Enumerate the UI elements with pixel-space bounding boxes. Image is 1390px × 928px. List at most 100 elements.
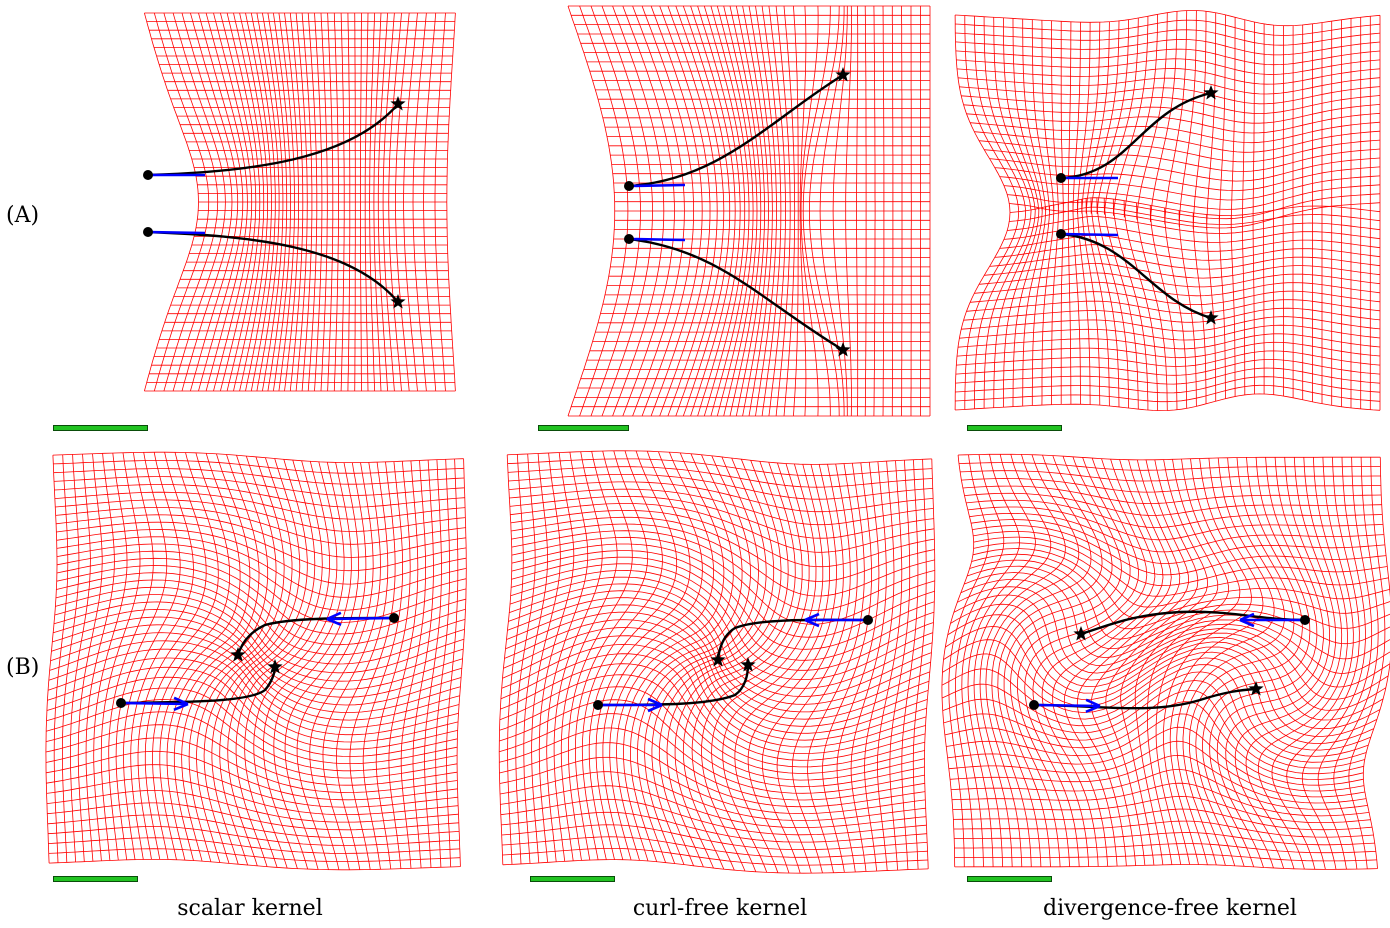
grid-line-vertical [524,454,548,864]
grid-line-horizontal [46,725,457,786]
grid-line-horizontal [56,515,466,558]
grid-line-vertical [274,462,352,869]
grid-line-horizontal [951,770,1368,810]
grid-line-vertical [447,13,456,391]
row-label-a: (A) [6,203,39,228]
grid-line-vertical [1263,24,1264,394]
grid-line-vertical [78,454,102,862]
grid-line-horizontal [510,496,934,538]
scale-bar-b1 [53,876,138,882]
deformation-grid [942,454,1390,869]
grid-line-horizontal [51,633,460,721]
panel-a-curl-free [568,6,930,416]
grid-line-vertical [723,464,823,872]
grid-line-horizontal [55,500,465,532]
grid-line-vertical [1363,457,1390,868]
end-point-star-icon [1203,85,1218,100]
column-label-scalar: scalar kernel [120,896,380,921]
grid-line-vertical [949,455,989,867]
grid-line-vertical [980,454,1065,866]
grid-line-horizontal [961,580,1390,688]
start-point-dot-icon [143,227,153,237]
start-point-dot-icon [116,698,126,708]
start-point-dot-icon [389,613,399,623]
grid-line-vertical [1231,17,1235,396]
column-label-divergence-free: divergence-free kernel [1010,896,1330,921]
grid-line-vertical [1003,18,1039,407]
grid-line-vertical [1207,13,1216,401]
grid-line-horizontal [974,537,1389,596]
panel-b-scalar [46,452,466,870]
grid-line-horizontal [959,463,1380,471]
grid-line-vertical [712,464,816,872]
deformation-grid [46,452,466,870]
grid-line-vertical [968,454,1035,867]
grid-line-vertical [998,456,1102,867]
grid-line-vertical [1219,15,1225,399]
start-point-dot-icon [1300,615,1310,625]
start-point-dot-icon [1056,229,1066,239]
grid-line-horizontal [505,620,928,734]
grid-line-horizontal [954,833,1375,845]
grid-line-vertical [1156,459,1240,865]
grid-line-vertical [568,451,632,860]
momentum-arrow [629,185,685,186]
momentum-arrow [121,703,188,704]
grid-line-vertical [955,15,1010,410]
grid-line-vertical [131,452,194,859]
grid-line-vertical [457,459,466,867]
grid-line-horizontal [46,751,458,800]
momentum-arrow [148,232,205,233]
grid-line-vertical [1203,457,1310,866]
grid-line-horizontal [956,49,1380,65]
grid-line-vertical [401,460,425,868]
grid-line-vertical [1150,11,1177,410]
grid-line-horizontal [956,59,1380,75]
deformation-grid [144,13,455,391]
grid-line-vertical [109,453,154,861]
start-point-dot-icon [863,615,873,625]
grid-line-horizontal [512,551,935,650]
grid-line-horizontal [960,471,1381,481]
grid-line-vertical [1258,457,1347,869]
grid-line-vertical [124,452,181,859]
grid-line-vertical [1052,21,1059,405]
grid-line-vertical [568,6,615,416]
momentum-arrow [1034,705,1100,706]
start-point-dot-icon [143,170,153,180]
grid-line-horizontal [958,334,1380,349]
grid-line-vertical [1077,22,1090,404]
grid-line-vertical [1113,16,1148,410]
grid-line-vertical [1246,457,1342,869]
grid-line-horizontal [1004,185,1380,210]
grid-line-vertical [547,452,588,862]
grid-line-vertical [389,461,418,869]
grid-line-horizontal [956,351,1380,367]
grid-line-vertical [153,453,230,860]
grid-line-horizontal [1009,207,1380,224]
panel-a-divergence-free [955,11,1380,411]
grid-line-vertical [1073,22,1081,404]
start-point-dot-icon [624,234,634,244]
start-point-dot-icon [624,181,634,191]
grid-line-vertical [182,455,268,861]
start-point-dot-icon [593,700,603,710]
grid-line-horizontal [57,537,467,598]
grid-line-horizontal [957,342,1380,357]
grid-line-vertical [683,462,795,869]
momentum-arrow [327,618,394,619]
momentum-arrow [629,239,685,240]
grid-line-vertical [323,462,380,869]
grid-line-horizontal [509,584,931,697]
grid-line-vertical [1124,14,1158,410]
grid-line-horizontal [955,854,1377,861]
grid-line-horizontal [970,291,1380,304]
grid-line-horizontal [500,675,925,774]
scale-bar-a2 [538,425,629,431]
grid-line-horizontal [955,20,1380,35]
grid-line-horizontal [46,765,458,808]
column-label-curl-free: curl-free kernel [590,896,850,921]
grid-line-horizontal [956,368,1381,384]
